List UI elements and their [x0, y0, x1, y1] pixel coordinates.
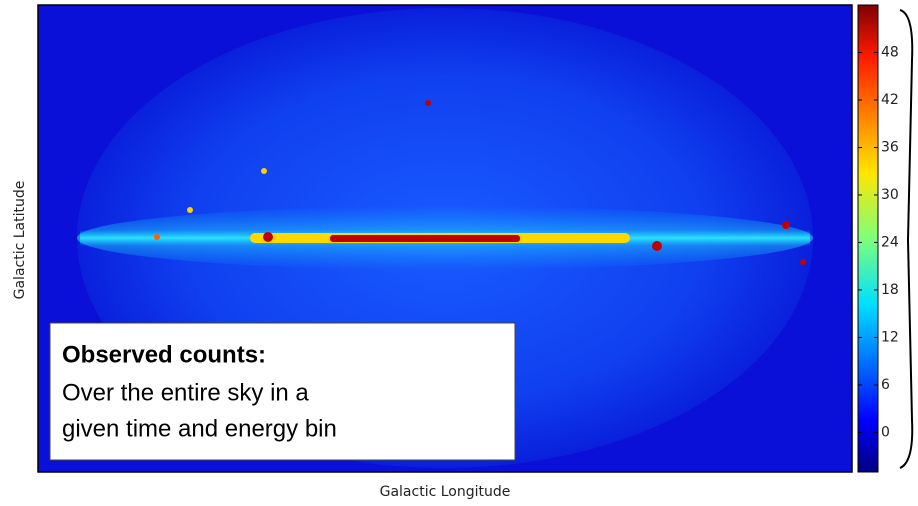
colorbar-tick-label: 12 — [881, 329, 899, 345]
colorbar-tick-label: 24 — [881, 234, 899, 250]
colorbar — [858, 5, 878, 472]
colorbar-tick-label: 36 — [881, 139, 899, 155]
colorbar-tick-label: 48 — [881, 44, 899, 60]
colorbar-tick-label: 18 — [881, 282, 899, 298]
annotation-line: Over the entire sky in a — [62, 379, 309, 406]
colorbar-tick-label: 30 — [881, 187, 899, 203]
chart: Galactic Longitude Galactic Latitude Obs… — [0, 0, 918, 502]
x-axis-label: Galactic Longitude — [380, 484, 511, 500]
colorbar-tick-label: 42 — [881, 92, 899, 108]
y-axis-label: Galactic Latitude — [12, 181, 28, 300]
colorbar-tick-label: 6 — [881, 377, 890, 393]
colorbar-tick-label: 0 — [881, 424, 890, 440]
annotation-title: Observed counts: — [62, 341, 266, 368]
annotation: Observed counts: Over the entire sky in … — [50, 323, 515, 460]
annotation-line: given time and energy bin — [62, 415, 337, 442]
bracket — [900, 10, 912, 468]
